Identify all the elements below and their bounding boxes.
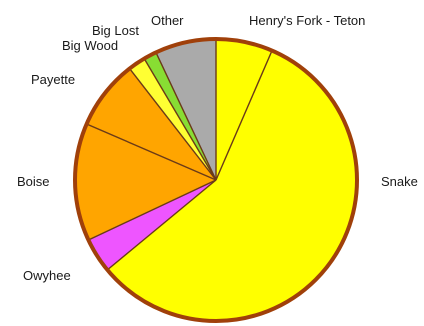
slice-dividers bbox=[86, 39, 273, 271]
slice-label-snake: Snake bbox=[381, 174, 418, 189]
slice-label-payette: Payette bbox=[31, 72, 75, 87]
slice-label-henrys-fork-teton: Henry's Fork - Teton bbox=[249, 13, 365, 28]
slice-divider-line bbox=[129, 68, 217, 181]
slice-divider-line bbox=[86, 123, 217, 181]
slice-label-other: Other bbox=[151, 13, 184, 28]
slice-label-owyhee: Owyhee bbox=[23, 268, 71, 283]
pie-outline bbox=[73, 37, 359, 323]
slice-label-big-wood: Big Wood bbox=[62, 38, 118, 53]
pie-slice-big-wood bbox=[129, 58, 216, 180]
pie-slice-other bbox=[155, 39, 216, 180]
pie-slice-owyhee bbox=[88, 180, 216, 270]
slice-divider-line bbox=[88, 179, 217, 241]
pie-slice-snake bbox=[107, 50, 358, 322]
pie-slice-henry-s-fork-teton bbox=[216, 39, 272, 180]
slice-divider-line bbox=[143, 58, 217, 181]
slice-divider-line bbox=[106, 179, 217, 271]
slice-label-big-lost: Big Lost bbox=[92, 23, 139, 38]
pie-slice-payette bbox=[86, 68, 216, 180]
pie-slice-big-lost bbox=[144, 52, 216, 180]
slice-divider-line bbox=[155, 52, 217, 181]
pie-slices bbox=[75, 39, 358, 322]
slice-labels: Henry's Fork - Teton Snake Owyhee Boise … bbox=[17, 13, 418, 283]
slice-label-boise: Boise bbox=[17, 174, 50, 189]
pie-slice-boise bbox=[75, 124, 216, 241]
slice-divider-line bbox=[215, 50, 273, 181]
